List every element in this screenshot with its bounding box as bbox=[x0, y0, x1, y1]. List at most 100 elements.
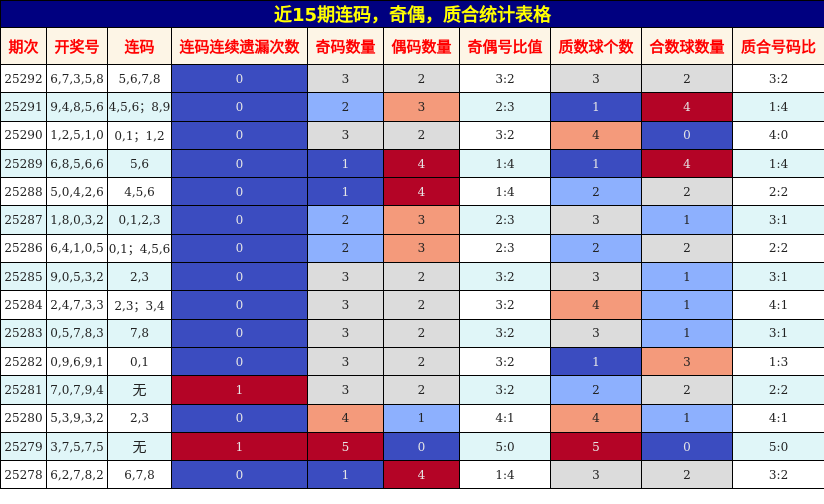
cell-issue: 25288 bbox=[0, 177, 47, 207]
cell-composite: 1 bbox=[641, 205, 733, 235]
cell-pc-ratio: 1:3 bbox=[731, 346, 824, 377]
cell-oe-ratio: 2:3 bbox=[459, 92, 551, 122]
cell-numbers: 1,8,0,3,2 bbox=[46, 205, 108, 235]
cell-pc-ratio: 4:1 bbox=[731, 290, 824, 320]
table-row: 25291 9,4,8,5,6 4,5,6；8,9 0 2 3 2:3 1 4 1:4 bbox=[0, 92, 824, 122]
cell-odd: 3 bbox=[307, 290, 384, 320]
cell-pc-ratio: 3:1 bbox=[731, 262, 824, 292]
cell-consecutive: 6,7,8 bbox=[107, 460, 172, 490]
cell-consecutive: 2,3 bbox=[107, 262, 172, 292]
cell-odd: 3 bbox=[307, 375, 384, 405]
stats-table: 近15期连码，奇偶，质合统计表格 期次 开奖号 连码 连码连续遗漏次数 奇码数量 偶码数量… bbox=[0, 0, 824, 490]
cell-even: 2 bbox=[383, 63, 460, 94]
cell-issue: 25285 bbox=[0, 262, 47, 292]
cell-oe-ratio: 1:4 bbox=[459, 148, 551, 179]
cell-odd: 1 bbox=[307, 177, 384, 207]
column-header: 质数球个数 bbox=[550, 27, 642, 65]
cell-even: 4 bbox=[383, 148, 460, 179]
cell-prime: 3 bbox=[550, 318, 642, 348]
cell-composite: 2 bbox=[641, 233, 733, 264]
cell-composite: 2 bbox=[641, 375, 733, 405]
table-row: 25286 6,4,1,0,5 0,1；4,5,6 0 2 3 2:3 2 2 2:2 bbox=[0, 233, 824, 264]
cell-odd: 3 bbox=[307, 63, 384, 94]
cell-composite: 1 bbox=[641, 290, 733, 320]
cell-issue: 25280 bbox=[0, 403, 47, 433]
cell-prime: 3 bbox=[550, 460, 642, 490]
cell-pc-ratio: 2:2 bbox=[731, 177, 824, 207]
cell-composite: 2 bbox=[641, 177, 733, 207]
cell-miss: 1 bbox=[171, 431, 308, 462]
cell-odd: 4 bbox=[307, 403, 384, 433]
cell-pc-ratio: 3:1 bbox=[731, 318, 824, 348]
cell-numbers: 9,0,5,3,2 bbox=[46, 262, 108, 292]
cell-odd: 2 bbox=[307, 92, 384, 122]
cell-even: 0 bbox=[383, 431, 460, 462]
column-header: 奇偶号比值 bbox=[459, 27, 551, 65]
cell-issue: 25283 bbox=[0, 318, 47, 348]
table-row: 25283 0,5,7,8,3 7,8 0 3 2 3:2 3 1 3:1 bbox=[0, 318, 824, 348]
cell-even: 2 bbox=[383, 375, 460, 405]
column-header: 连码 bbox=[107, 27, 172, 65]
cell-issue: 25282 bbox=[0, 346, 47, 377]
cell-issue: 25291 bbox=[0, 92, 47, 122]
cell-odd: 2 bbox=[307, 233, 384, 264]
cell-miss: 0 bbox=[171, 205, 308, 235]
cell-pc-ratio: 3:1 bbox=[731, 205, 824, 235]
column-header: 奇码数量 bbox=[307, 27, 384, 65]
table-body: 25292 6,7,3,5,8 5,6,7,8 0 3 2 3:2 3 2 3:2 25291 9,4… bbox=[0, 63, 824, 490]
cell-miss: 0 bbox=[171, 403, 308, 433]
cell-composite: 1 bbox=[641, 403, 733, 433]
cell-numbers: 2,4,7,3,3 bbox=[46, 290, 108, 320]
cell-composite: 0 bbox=[641, 120, 733, 150]
cell-prime: 3 bbox=[550, 262, 642, 292]
table-row: 25290 1,2,5,1,0 0,1；1,2 0 3 2 3:2 4 0 4:0 bbox=[0, 120, 824, 150]
cell-prime: 2 bbox=[550, 177, 642, 207]
cell-miss: 0 bbox=[171, 290, 308, 320]
cell-odd: 1 bbox=[307, 460, 384, 490]
cell-pc-ratio: 1:4 bbox=[731, 92, 824, 122]
cell-odd: 3 bbox=[307, 346, 384, 377]
cell-even: 3 bbox=[383, 92, 460, 122]
cell-even: 3 bbox=[383, 205, 460, 235]
cell-odd: 3 bbox=[307, 262, 384, 292]
cell-prime: 4 bbox=[550, 403, 642, 433]
cell-issue: 25284 bbox=[0, 290, 47, 320]
cell-even: 1 bbox=[383, 403, 460, 433]
cell-pc-ratio: 2:2 bbox=[731, 375, 824, 405]
cell-numbers: 0,9,6,9,1 bbox=[46, 346, 108, 377]
cell-consecutive: 4,5,6 bbox=[107, 177, 172, 207]
cell-oe-ratio: 3:2 bbox=[459, 375, 551, 405]
cell-miss: 0 bbox=[171, 346, 308, 377]
cell-miss: 1 bbox=[171, 375, 308, 405]
cell-numbers: 6,7,3,5,8 bbox=[46, 63, 108, 94]
cell-consecutive: 5,6,7,8 bbox=[107, 63, 172, 94]
cell-composite: 2 bbox=[641, 460, 733, 490]
cell-prime: 2 bbox=[550, 233, 642, 264]
cell-composite: 2 bbox=[641, 63, 733, 94]
table-row: 25280 5,3,9,3,2 2,3 0 4 1 4:1 4 1 4:1 bbox=[0, 403, 824, 433]
table-row: 25288 5,0,4,2,6 4,5,6 0 1 4 1:4 2 2 2:2 bbox=[0, 177, 824, 207]
cell-pc-ratio: 5:0 bbox=[731, 431, 824, 462]
cell-prime: 1 bbox=[550, 346, 642, 377]
cell-consecutive: 4,5,6；8,9 bbox=[107, 92, 172, 122]
cell-miss: 0 bbox=[171, 460, 308, 490]
cell-miss: 0 bbox=[171, 63, 308, 94]
cell-odd: 2 bbox=[307, 205, 384, 235]
cell-oe-ratio: 2:3 bbox=[459, 205, 551, 235]
cell-consecutive: 0,1；1,2 bbox=[107, 120, 172, 150]
cell-prime: 1 bbox=[550, 148, 642, 179]
cell-composite: 1 bbox=[641, 318, 733, 348]
cell-issue: 25290 bbox=[0, 120, 47, 150]
cell-even: 2 bbox=[383, 120, 460, 150]
cell-miss: 0 bbox=[171, 148, 308, 179]
cell-consecutive: 无 bbox=[107, 431, 172, 462]
cell-prime: 5 bbox=[550, 431, 642, 462]
cell-consecutive: 7,8 bbox=[107, 318, 172, 348]
cell-numbers: 7,0,7,9,4 bbox=[46, 375, 108, 405]
table-row: 25284 2,4,7,3,3 2,3；3,4 0 3 2 3:2 4 1 4:1 bbox=[0, 290, 824, 320]
cell-prime: 1 bbox=[550, 92, 642, 122]
cell-consecutive: 0,1 bbox=[107, 346, 172, 377]
cell-oe-ratio: 3:2 bbox=[459, 290, 551, 320]
cell-oe-ratio: 1:4 bbox=[459, 177, 551, 207]
cell-oe-ratio: 3:2 bbox=[459, 63, 551, 94]
